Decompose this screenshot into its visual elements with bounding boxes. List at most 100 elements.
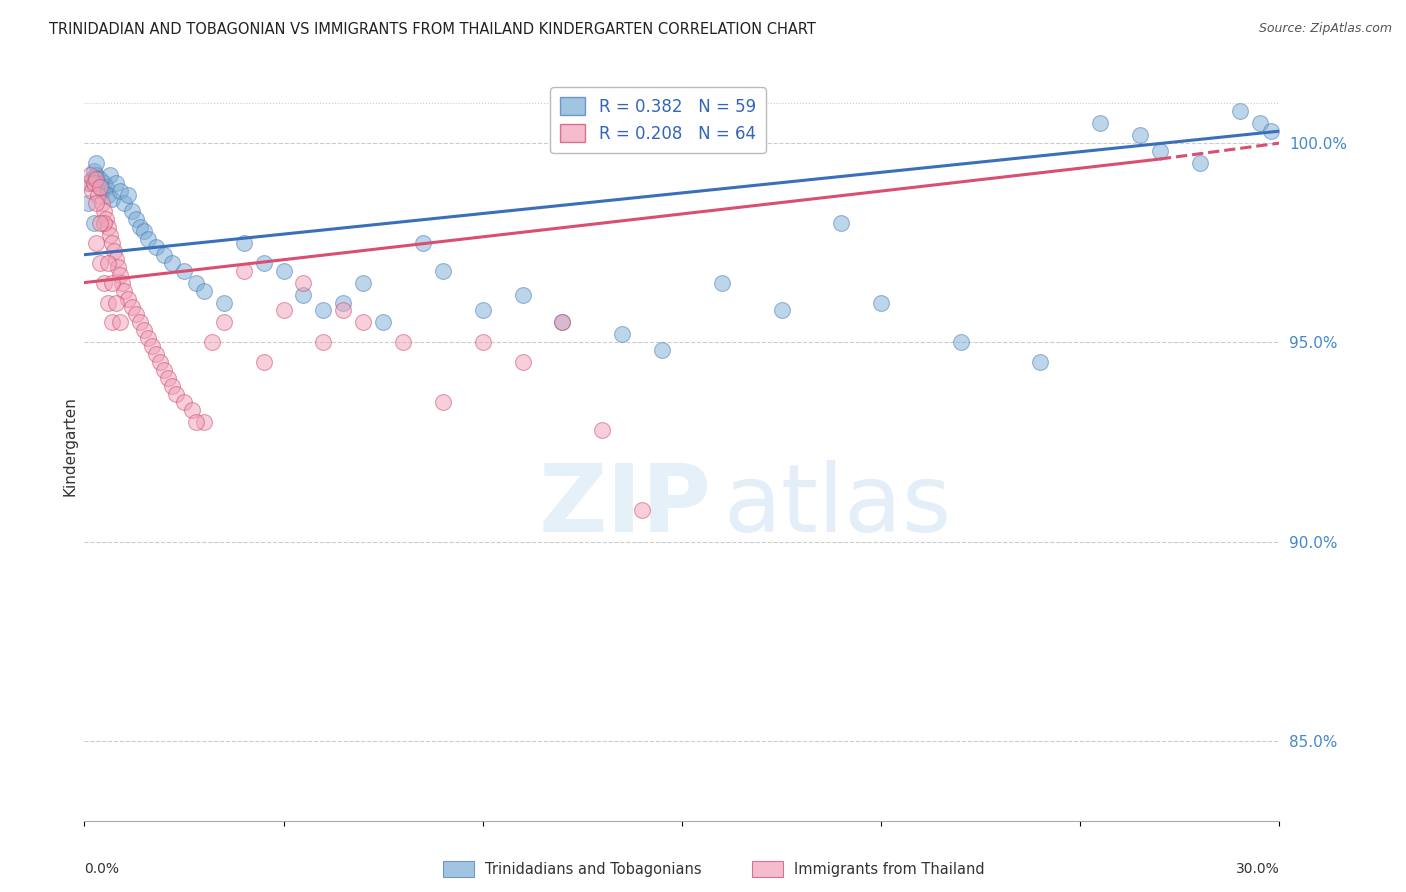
Point bbox=[373, 315, 395, 329]
Point bbox=[332, 295, 354, 310]
Point bbox=[101, 276, 124, 290]
Point bbox=[111, 276, 134, 290]
Point bbox=[212, 295, 235, 310]
Point bbox=[193, 415, 215, 429]
Point bbox=[1149, 144, 1171, 158]
Point bbox=[432, 263, 454, 277]
Point bbox=[1249, 116, 1271, 130]
Point bbox=[97, 295, 120, 310]
Point bbox=[97, 255, 120, 269]
Point bbox=[110, 315, 132, 329]
Point bbox=[136, 331, 159, 345]
Point bbox=[157, 371, 180, 385]
Point bbox=[292, 276, 315, 290]
Point bbox=[184, 415, 207, 429]
Point bbox=[86, 156, 108, 170]
Point bbox=[98, 168, 121, 182]
Point bbox=[129, 219, 152, 234]
Point bbox=[432, 395, 454, 409]
Point bbox=[184, 276, 207, 290]
Point bbox=[949, 335, 972, 350]
Point bbox=[96, 180, 118, 194]
Point bbox=[253, 355, 276, 369]
Point bbox=[332, 303, 354, 318]
Text: 30.0%: 30.0% bbox=[1236, 862, 1279, 876]
Text: TRINIDADIAN AND TOBAGONIAN VS IMMIGRANTS FROM THAILAND KINDERGARTEN CORRELATION : TRINIDADIAN AND TOBAGONIAN VS IMMIGRANTS… bbox=[49, 22, 815, 37]
Point bbox=[110, 268, 132, 282]
Point bbox=[870, 295, 893, 310]
Point bbox=[89, 180, 111, 194]
Point bbox=[212, 315, 235, 329]
Point bbox=[97, 219, 120, 234]
Point bbox=[312, 303, 335, 318]
Point bbox=[93, 203, 115, 218]
Point bbox=[181, 403, 204, 417]
Point bbox=[97, 188, 120, 202]
Point bbox=[512, 287, 534, 301]
Point bbox=[93, 216, 115, 230]
Point bbox=[105, 176, 128, 190]
Point bbox=[136, 232, 159, 246]
Point bbox=[412, 235, 434, 250]
Point bbox=[105, 295, 128, 310]
Point bbox=[129, 315, 152, 329]
Point bbox=[107, 260, 129, 274]
Point bbox=[86, 172, 108, 186]
Point bbox=[1129, 128, 1152, 142]
Point bbox=[121, 300, 143, 314]
Point bbox=[710, 276, 733, 290]
Point bbox=[392, 335, 415, 350]
Point bbox=[591, 423, 613, 437]
Point bbox=[201, 335, 224, 350]
Y-axis label: Kindergarten: Kindergarten bbox=[62, 396, 77, 496]
Legend: R = 0.382   N = 59, R = 0.208   N = 64: R = 0.382 N = 59, R = 0.208 N = 64 bbox=[550, 87, 766, 153]
Point bbox=[86, 235, 108, 250]
Point bbox=[165, 387, 187, 401]
Point bbox=[471, 335, 494, 350]
Point bbox=[79, 168, 101, 182]
Point bbox=[117, 292, 139, 306]
Text: Immigrants from Thailand: Immigrants from Thailand bbox=[794, 863, 986, 877]
Point bbox=[125, 308, 148, 322]
Point bbox=[112, 195, 135, 210]
Point bbox=[631, 502, 654, 516]
Point bbox=[173, 395, 195, 409]
Point bbox=[253, 255, 276, 269]
Point bbox=[101, 235, 124, 250]
Point bbox=[551, 315, 574, 329]
Point bbox=[1188, 156, 1211, 170]
Point bbox=[91, 184, 114, 198]
Point bbox=[121, 203, 143, 218]
Point bbox=[91, 195, 114, 210]
Point bbox=[132, 323, 156, 337]
Point bbox=[145, 240, 167, 254]
Point bbox=[160, 255, 183, 269]
Point bbox=[352, 315, 374, 329]
Point bbox=[273, 303, 295, 318]
Point bbox=[153, 363, 176, 377]
Point bbox=[193, 284, 215, 298]
Point bbox=[93, 276, 115, 290]
Point bbox=[232, 235, 254, 250]
Point bbox=[612, 327, 634, 342]
Point bbox=[101, 315, 124, 329]
Point bbox=[273, 263, 295, 277]
Point bbox=[312, 335, 335, 350]
Point bbox=[87, 176, 110, 190]
Point bbox=[551, 315, 574, 329]
Point bbox=[830, 216, 852, 230]
Point bbox=[292, 287, 315, 301]
Point bbox=[471, 303, 494, 318]
Point bbox=[149, 355, 172, 369]
Point bbox=[86, 195, 108, 210]
Point bbox=[82, 184, 104, 198]
Point bbox=[173, 263, 195, 277]
Point bbox=[1029, 355, 1052, 369]
Point bbox=[83, 164, 105, 178]
Point bbox=[145, 347, 167, 361]
Point bbox=[77, 176, 100, 190]
Point bbox=[89, 255, 111, 269]
Text: atlas: atlas bbox=[724, 460, 952, 552]
Text: Source: ZipAtlas.com: Source: ZipAtlas.com bbox=[1258, 22, 1392, 36]
Point bbox=[110, 184, 132, 198]
